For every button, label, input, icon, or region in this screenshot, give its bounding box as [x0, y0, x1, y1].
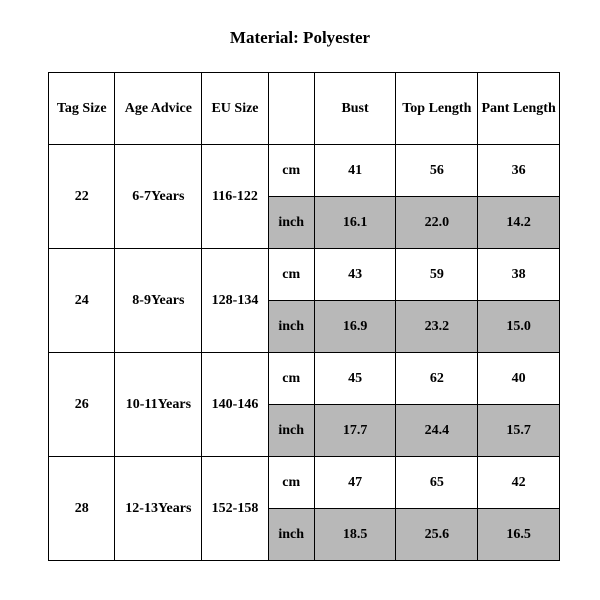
cell-eu: 140-146: [202, 353, 268, 457]
col-top: Top Length: [396, 73, 478, 145]
cell-unit-inch: inch: [268, 405, 314, 457]
cell-unit-inch: inch: [268, 197, 314, 249]
table-row: 22 6-7Years 116-122 cm 41 56 36: [49, 145, 560, 197]
col-eu: EU Size: [202, 73, 268, 145]
cell-tag: 24: [49, 249, 115, 353]
cell-eu: 116-122: [202, 145, 268, 249]
size-table-wrap: Tag Size Age Advice EU Size Bust Top Len…: [0, 72, 600, 561]
cell-pant: 42: [478, 457, 560, 509]
cell-pant: 16.5: [478, 509, 560, 561]
size-table: Tag Size Age Advice EU Size Bust Top Len…: [48, 72, 560, 561]
cell-top: 22.0: [396, 197, 478, 249]
cell-top: 56: [396, 145, 478, 197]
cell-top: 62: [396, 353, 478, 405]
cell-pant: 15.7: [478, 405, 560, 457]
table-row: 26 10-11Years 140-146 cm 45 62 40: [49, 353, 560, 405]
col-age: Age Advice: [115, 73, 202, 145]
cell-bust: 41: [314, 145, 396, 197]
cell-bust: 18.5: [314, 509, 396, 561]
cell-pant: 14.2: [478, 197, 560, 249]
cell-bust: 17.7: [314, 405, 396, 457]
cell-bust: 16.1: [314, 197, 396, 249]
cell-age: 6-7Years: [115, 145, 202, 249]
cell-age: 8-9Years: [115, 249, 202, 353]
cell-unit-cm: cm: [268, 457, 314, 509]
cell-tag: 22: [49, 145, 115, 249]
cell-eu: 152-158: [202, 457, 268, 561]
col-bust: Bust: [314, 73, 396, 145]
cell-pant: 40: [478, 353, 560, 405]
cell-pant: 38: [478, 249, 560, 301]
cell-age: 10-11Years: [115, 353, 202, 457]
cell-unit-inch: inch: [268, 509, 314, 561]
page-title: Material: Polyester: [0, 0, 600, 72]
cell-bust: 45: [314, 353, 396, 405]
cell-eu: 128-134: [202, 249, 268, 353]
cell-top: 23.2: [396, 301, 478, 353]
cell-bust: 43: [314, 249, 396, 301]
cell-unit-cm: cm: [268, 353, 314, 405]
cell-top: 65: [396, 457, 478, 509]
header-row: Tag Size Age Advice EU Size Bust Top Len…: [49, 73, 560, 145]
cell-unit-cm: cm: [268, 249, 314, 301]
cell-tag: 28: [49, 457, 115, 561]
cell-bust: 16.9: [314, 301, 396, 353]
cell-top: 59: [396, 249, 478, 301]
col-tag: Tag Size: [49, 73, 115, 145]
cell-unit-inch: inch: [268, 301, 314, 353]
cell-top: 24.4: [396, 405, 478, 457]
cell-top: 25.6: [396, 509, 478, 561]
table-row: 28 12-13Years 152-158 cm 47 65 42: [49, 457, 560, 509]
table-row: 24 8-9Years 128-134 cm 43 59 38: [49, 249, 560, 301]
cell-bust: 47: [314, 457, 396, 509]
cell-pant: 36: [478, 145, 560, 197]
col-unit: [268, 73, 314, 145]
col-pant: Pant Length: [478, 73, 560, 145]
cell-pant: 15.0: [478, 301, 560, 353]
cell-age: 12-13Years: [115, 457, 202, 561]
cell-tag: 26: [49, 353, 115, 457]
cell-unit-cm: cm: [268, 145, 314, 197]
